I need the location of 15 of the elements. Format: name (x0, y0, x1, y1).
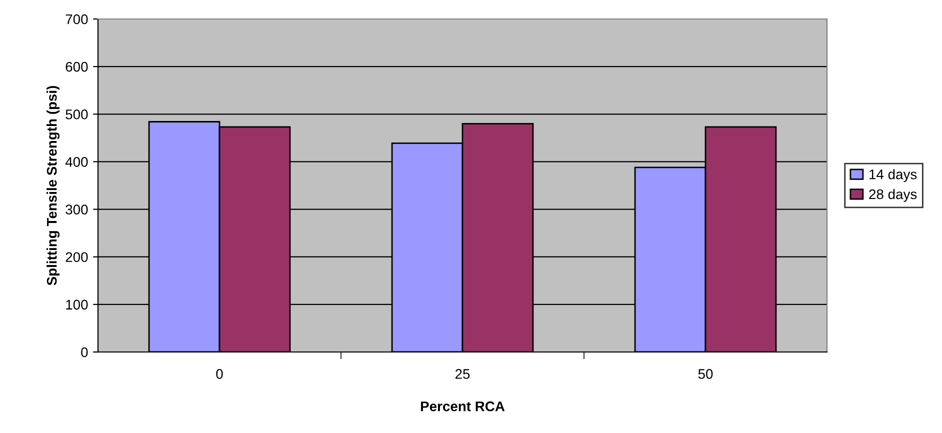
y-tick-label: 500 (66, 109, 88, 120)
y-tick-label: 100 (66, 300, 88, 310)
x-tick-label: 0 (216, 369, 223, 379)
y-tick-label: 200 (66, 252, 88, 262)
legend-label: 14 days (870, 169, 917, 182)
y-axis-title: Splitting Tensile Strength (psi) (46, 86, 60, 286)
x-axis-title: Percent RCA (420, 401, 505, 412)
y-tick-label: 600 (66, 62, 88, 72)
y-tick-label: 700 (66, 14, 88, 24)
x-tick-label: 25 (455, 369, 470, 379)
y-tick-label: 0 (81, 347, 88, 358)
legend-label: 28 days (869, 188, 917, 202)
y-tick-label: 400 (65, 157, 88, 167)
x-tick-label: 50 (698, 369, 713, 379)
y-tick-label: 300 (66, 204, 88, 214)
